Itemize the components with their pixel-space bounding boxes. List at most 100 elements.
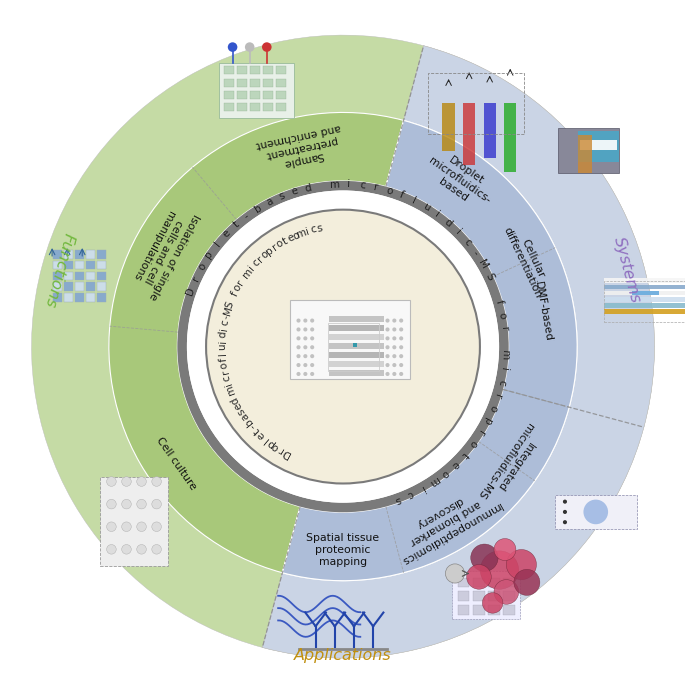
Bar	[503, 578, 514, 587]
Circle shape	[399, 328, 403, 332]
Circle shape	[399, 363, 403, 367]
Text: a: a	[239, 411, 250, 422]
Text: o: o	[274, 238, 285, 250]
Text: Isolation of single
cells and cell
manipulations: Isolation of single cells and cell manip…	[126, 201, 201, 301]
Circle shape	[392, 336, 397, 340]
Text: r: r	[276, 444, 285, 455]
Circle shape	[137, 522, 146, 531]
Bar	[53, 250, 62, 258]
Text: o: o	[384, 186, 393, 197]
Text: i: i	[347, 179, 351, 190]
Wedge shape	[283, 346, 577, 581]
Text: b: b	[243, 416, 255, 427]
Text: o: o	[196, 261, 208, 272]
Text: c: c	[462, 237, 473, 248]
Text: c: c	[309, 224, 318, 235]
Bar	[328, 323, 379, 370]
Circle shape	[296, 354, 300, 358]
Text: D: D	[185, 286, 197, 297]
Bar	[224, 66, 234, 74]
Bar	[86, 283, 95, 291]
Bar	[604, 297, 686, 302]
Text: -: -	[221, 314, 232, 320]
Text: d: d	[442, 217, 454, 229]
Text: Cellular
differentiation: Cellular differentiation	[501, 221, 554, 300]
Circle shape	[563, 520, 567, 524]
Text: M: M	[222, 305, 234, 316]
Text: d: d	[229, 395, 241, 406]
Circle shape	[310, 328, 314, 332]
Bar	[503, 592, 514, 601]
Text: d: d	[304, 183, 312, 194]
Bar	[604, 303, 686, 308]
Text: c: c	[221, 374, 232, 382]
Bar	[329, 316, 384, 322]
Bar	[97, 293, 106, 302]
Circle shape	[121, 477, 131, 486]
Text: a: a	[265, 196, 275, 208]
Circle shape	[310, 363, 314, 367]
Text: Cell culture: Cell culture	[154, 435, 198, 491]
Bar	[86, 293, 95, 302]
Text: i: i	[418, 483, 426, 493]
Text: o: o	[487, 404, 499, 413]
Circle shape	[106, 522, 116, 531]
Text: o: o	[439, 467, 450, 479]
Circle shape	[152, 545, 161, 554]
Wedge shape	[187, 190, 499, 503]
Bar	[276, 103, 286, 111]
Circle shape	[399, 318, 403, 323]
Text: r: r	[255, 254, 265, 264]
Text: e: e	[255, 429, 267, 441]
Text: f: f	[230, 290, 240, 298]
Circle shape	[303, 345, 307, 349]
Bar	[578, 135, 592, 172]
Text: S: S	[484, 272, 495, 281]
Text: c: c	[250, 258, 261, 269]
Text: f: f	[398, 190, 405, 201]
Bar	[224, 78, 234, 87]
Bar	[329, 343, 384, 349]
Circle shape	[303, 363, 307, 367]
Bar	[604, 279, 686, 284]
Text: i: i	[247, 263, 257, 272]
Text: -: -	[248, 421, 257, 430]
Text: r: r	[372, 182, 379, 193]
Text: Applications: Applications	[294, 648, 392, 663]
Circle shape	[392, 318, 397, 323]
Bar	[224, 103, 234, 111]
Bar	[452, 570, 521, 619]
Circle shape	[480, 551, 519, 589]
Wedge shape	[32, 35, 424, 648]
Bar	[64, 272, 73, 281]
Text: e: e	[449, 458, 461, 470]
Circle shape	[386, 318, 390, 323]
Circle shape	[399, 354, 403, 358]
Bar	[558, 128, 619, 172]
Text: o: o	[497, 311, 508, 319]
Bar	[604, 281, 686, 322]
Text: r: r	[220, 368, 230, 374]
Text: i: i	[499, 367, 509, 371]
Text: m: m	[427, 474, 440, 488]
Circle shape	[310, 318, 314, 323]
Text: s: s	[278, 190, 287, 202]
Text: o: o	[219, 362, 229, 370]
Circle shape	[310, 372, 314, 376]
Text: i: i	[219, 326, 229, 331]
Text: e: e	[233, 401, 244, 411]
Bar	[250, 91, 260, 99]
Text: o: o	[270, 440, 281, 452]
Bar	[53, 283, 62, 291]
Text: -: -	[242, 211, 251, 221]
Circle shape	[152, 499, 161, 509]
Text: s: s	[236, 406, 247, 416]
Text: f: f	[494, 299, 504, 305]
Bar	[237, 103, 247, 111]
Text: u: u	[217, 344, 228, 351]
Circle shape	[392, 328, 397, 332]
Wedge shape	[177, 181, 509, 512]
Bar	[263, 78, 273, 87]
Circle shape	[310, 345, 314, 349]
Bar	[329, 370, 384, 376]
